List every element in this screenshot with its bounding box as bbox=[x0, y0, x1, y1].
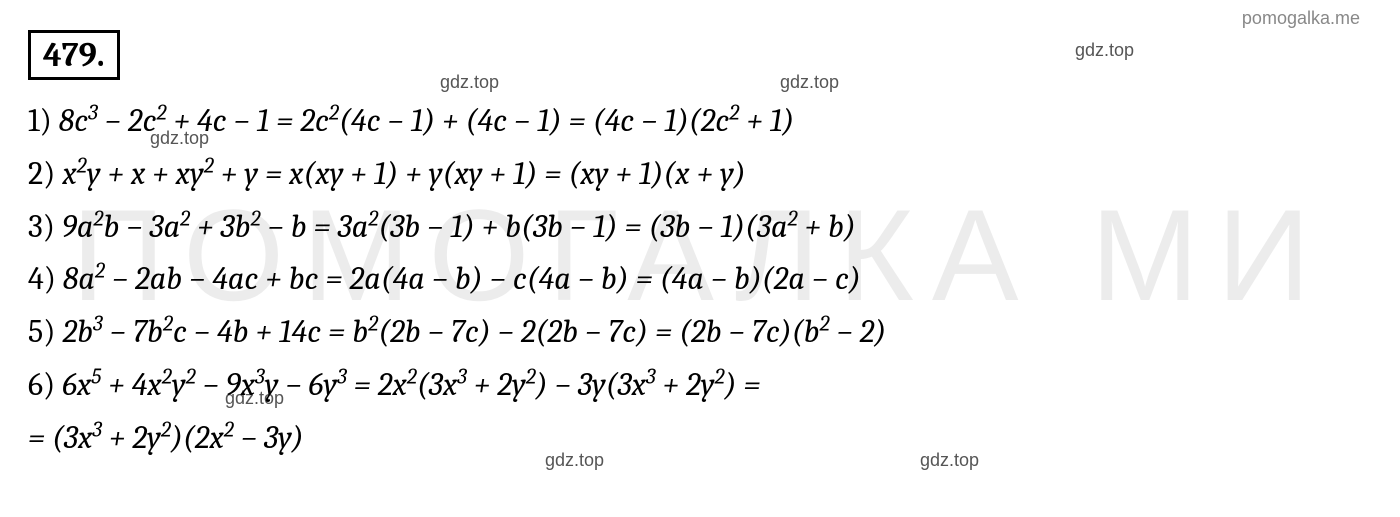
problem-number-text: 479. bbox=[43, 35, 105, 75]
line-number-1: 1) bbox=[28, 102, 59, 139]
equations-container: 1) 8c3 − 2c2 + 4c − 1 = 2c2(4c − 1) + (4… bbox=[28, 95, 1400, 465]
gdz-watermark-3: gdz.top bbox=[780, 72, 839, 93]
gdz-watermark-1: gdz.top bbox=[1075, 40, 1134, 61]
line-6-math: 6x5 + 4x2y2 − 9x3y − 6y3 = 2x2(3x3 + 2y2… bbox=[62, 366, 760, 403]
equation-line-3: 3) 9a2b − 3a2 + 3b2 − b = 3a2(3b − 1) + … bbox=[28, 201, 1400, 254]
equation-line-2: 2) x2y + x + xy2 + y = x(xy + 1) + y(xy … bbox=[28, 148, 1400, 201]
line-number-2: 2) bbox=[28, 155, 62, 192]
line-3-math: 9a2b − 3a2 + 3b2 − b = 3a2(3b − 1) + b(3… bbox=[62, 208, 856, 245]
line-number-4: 4) bbox=[28, 260, 63, 297]
equation-line-5: 5) 2b3 − 7b2c − 4b + 14c = b2(2b − 7c) −… bbox=[28, 306, 1400, 359]
equation-line-7: = (3x3 + 2y2)(2x2 − 3y) bbox=[28, 412, 1400, 465]
line-2-math: x2y + x + xy2 + y = x(xy + 1) + y(xy + 1… bbox=[62, 155, 745, 192]
line-number-3: 3) bbox=[28, 208, 62, 245]
equation-line-4: 4) 8a2 − 2ab − 4ac + bc = 2a(4a − b) − c… bbox=[28, 253, 1400, 306]
gdz-watermark-2: gdz.top bbox=[440, 72, 499, 93]
line-number-6: 6) bbox=[28, 366, 62, 403]
line-1-math: 8c3 − 2c2 + 4c − 1 = 2c2(4c − 1) + (4c −… bbox=[59, 102, 794, 139]
line-5-math: 2b3 − 7b2c − 4b + 14c = b2(2b − 7c) − 2(… bbox=[62, 313, 886, 350]
line-7-math: = (3x3 + 2y2)(2x2 − 3y) bbox=[28, 419, 304, 456]
line-number-5: 5) bbox=[28, 313, 62, 350]
line-4-math: 8a2 − 2ab − 4ac + bc = 2a(4a − b) − c(4a… bbox=[63, 260, 861, 297]
equation-line-1: 1) 8c3 − 2c2 + 4c − 1 = 2c2(4c − 1) + (4… bbox=[28, 95, 1400, 148]
equation-line-6: 6) 6x5 + 4x2y2 − 9x3y − 6y3 = 2x2(3x3 + … bbox=[28, 359, 1400, 412]
problem-number-box: 479. bbox=[28, 30, 120, 80]
watermark-site: pomogalka.me bbox=[1242, 8, 1360, 29]
